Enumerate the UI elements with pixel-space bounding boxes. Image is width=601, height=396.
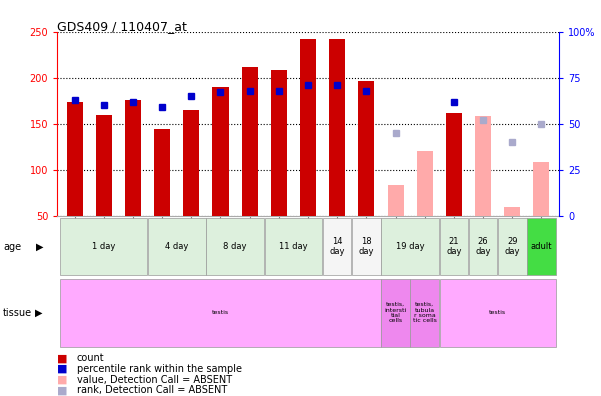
Text: ■: ■: [57, 364, 67, 374]
Bar: [352, 218, 380, 275]
Bar: [381, 218, 439, 275]
Text: 18
day: 18 day: [359, 237, 374, 256]
Bar: [271, 70, 287, 216]
Bar: [96, 114, 112, 216]
Bar: [154, 129, 170, 216]
Bar: [410, 279, 439, 347]
Bar: [469, 218, 498, 275]
Bar: [381, 279, 410, 347]
Text: 1 day: 1 day: [92, 242, 115, 251]
Bar: [213, 87, 228, 216]
Text: 26
day: 26 day: [475, 237, 491, 256]
Text: percentile rank within the sample: percentile rank within the sample: [77, 364, 242, 374]
Text: 29
day: 29 day: [504, 237, 520, 256]
Text: 4 day: 4 day: [165, 242, 188, 251]
Text: 14
day: 14 day: [329, 237, 345, 256]
Text: testis,
tubula
r soma
tic cells: testis, tubula r soma tic cells: [413, 302, 437, 324]
Bar: [534, 162, 549, 216]
Bar: [388, 185, 403, 216]
Text: 8 day: 8 day: [224, 242, 247, 251]
Text: 11 day: 11 day: [279, 242, 308, 251]
Bar: [358, 82, 374, 216]
Bar: [329, 39, 345, 216]
Text: 21
day: 21 day: [446, 237, 462, 256]
Text: adult: adult: [531, 242, 552, 251]
Bar: [439, 218, 468, 275]
Bar: [323, 218, 352, 275]
Text: tissue: tissue: [3, 308, 32, 318]
Bar: [125, 100, 141, 216]
Bar: [148, 218, 206, 275]
Bar: [416, 151, 433, 216]
Text: value, Detection Call = ABSENT: value, Detection Call = ABSENT: [77, 375, 232, 385]
Bar: [242, 67, 258, 216]
Bar: [264, 218, 322, 275]
Bar: [439, 279, 556, 347]
Bar: [183, 110, 200, 216]
Text: age: age: [3, 242, 21, 251]
Text: testis: testis: [489, 310, 506, 315]
Bar: [527, 218, 556, 275]
Text: testis,
intersti
tial
cells: testis, intersti tial cells: [385, 302, 407, 324]
Bar: [475, 116, 491, 216]
Text: GDS409 / 110407_at: GDS409 / 110407_at: [57, 20, 187, 33]
Bar: [498, 218, 526, 275]
Text: ▶: ▶: [35, 308, 42, 318]
Text: ■: ■: [57, 385, 67, 396]
Bar: [206, 218, 264, 275]
Text: ■: ■: [57, 353, 67, 364]
Bar: [446, 113, 462, 216]
Bar: [60, 218, 147, 275]
Text: count: count: [77, 353, 105, 364]
Text: ▶: ▶: [36, 242, 43, 251]
Bar: [67, 102, 82, 216]
Text: rank, Detection Call = ABSENT: rank, Detection Call = ABSENT: [77, 385, 227, 396]
Text: 19 day: 19 day: [396, 242, 424, 251]
Bar: [60, 279, 380, 347]
Text: ■: ■: [57, 375, 67, 385]
Bar: [300, 39, 316, 216]
Text: testis: testis: [212, 310, 229, 315]
Bar: [504, 207, 520, 216]
